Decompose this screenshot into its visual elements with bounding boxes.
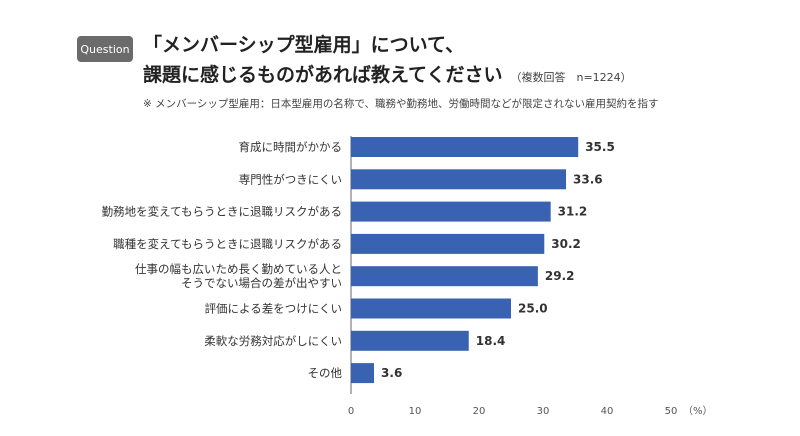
chart-subtitle: （複数回答 n=1224） xyxy=(510,71,632,84)
category-label: 職種を変えてもらうときに退職リスクがある xyxy=(113,237,342,251)
bar xyxy=(351,233,545,254)
category-label: 柔軟な労務対応がしにくい xyxy=(204,334,342,348)
title-line-1: 「メンバーシップ型雇用」について、 xyxy=(143,34,465,56)
x-tick-label: 10 xyxy=(409,406,422,417)
x-tick-label: 40 xyxy=(601,406,614,417)
category-label: そうでない場合の差が出やすい xyxy=(181,276,342,290)
x-axis-unit: （%） xyxy=(683,405,713,417)
x-tick-label: 0 xyxy=(348,406,354,417)
x-tick-label: 30 xyxy=(537,406,550,417)
value-label: 30.2 xyxy=(551,237,581,251)
x-tick-label: 20 xyxy=(473,406,486,417)
category-label: 仕事の幅も広いため長く勤めている人と xyxy=(135,262,342,276)
bar xyxy=(351,266,538,287)
value-label: 33.6 xyxy=(573,172,603,186)
category-label: 育成に時間がかかる xyxy=(239,140,343,154)
bar xyxy=(351,201,551,222)
title-line-2: 課題に感じるものがあれば教えてください （複数回答 n=1224） xyxy=(143,60,632,87)
value-label: 31.2 xyxy=(558,205,588,219)
bar xyxy=(351,298,511,319)
category-label: 勤務地を変えてもらうときに退職リスクがある xyxy=(102,205,342,219)
definition-note: ※ メンバーシップ型雇用：日本型雇用の名称で、職務や勤務地、労働時間などが限定さ… xyxy=(143,98,659,110)
value-label: 18.4 xyxy=(476,334,506,348)
value-label: 3.6 xyxy=(381,366,402,380)
value-label: 25.0 xyxy=(518,302,548,316)
category-label: 評価による差をつけにくい xyxy=(205,302,342,316)
bar xyxy=(351,363,375,384)
value-label: 29.2 xyxy=(545,269,575,283)
question-badge: Question xyxy=(77,36,133,62)
x-tick-label: 50 xyxy=(665,406,678,417)
category-label: 専門性がつきにくい xyxy=(239,172,342,186)
bar xyxy=(351,169,567,190)
title-line-2-text: 課題に感じるものがあれば教えてください xyxy=(143,64,503,86)
bar xyxy=(351,137,579,157)
bar xyxy=(351,330,469,351)
category-label: その他 xyxy=(308,366,343,380)
value-label: 35.5 xyxy=(585,140,615,154)
